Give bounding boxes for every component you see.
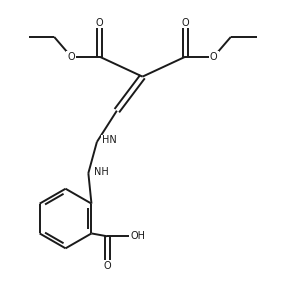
Text: O: O <box>210 52 217 62</box>
Text: O: O <box>182 18 189 28</box>
Text: O: O <box>68 52 75 62</box>
Text: O: O <box>103 261 111 271</box>
Text: HN: HN <box>102 136 117 145</box>
Text: OH: OH <box>131 231 146 241</box>
Text: NH: NH <box>94 167 109 177</box>
Text: O: O <box>96 18 103 28</box>
